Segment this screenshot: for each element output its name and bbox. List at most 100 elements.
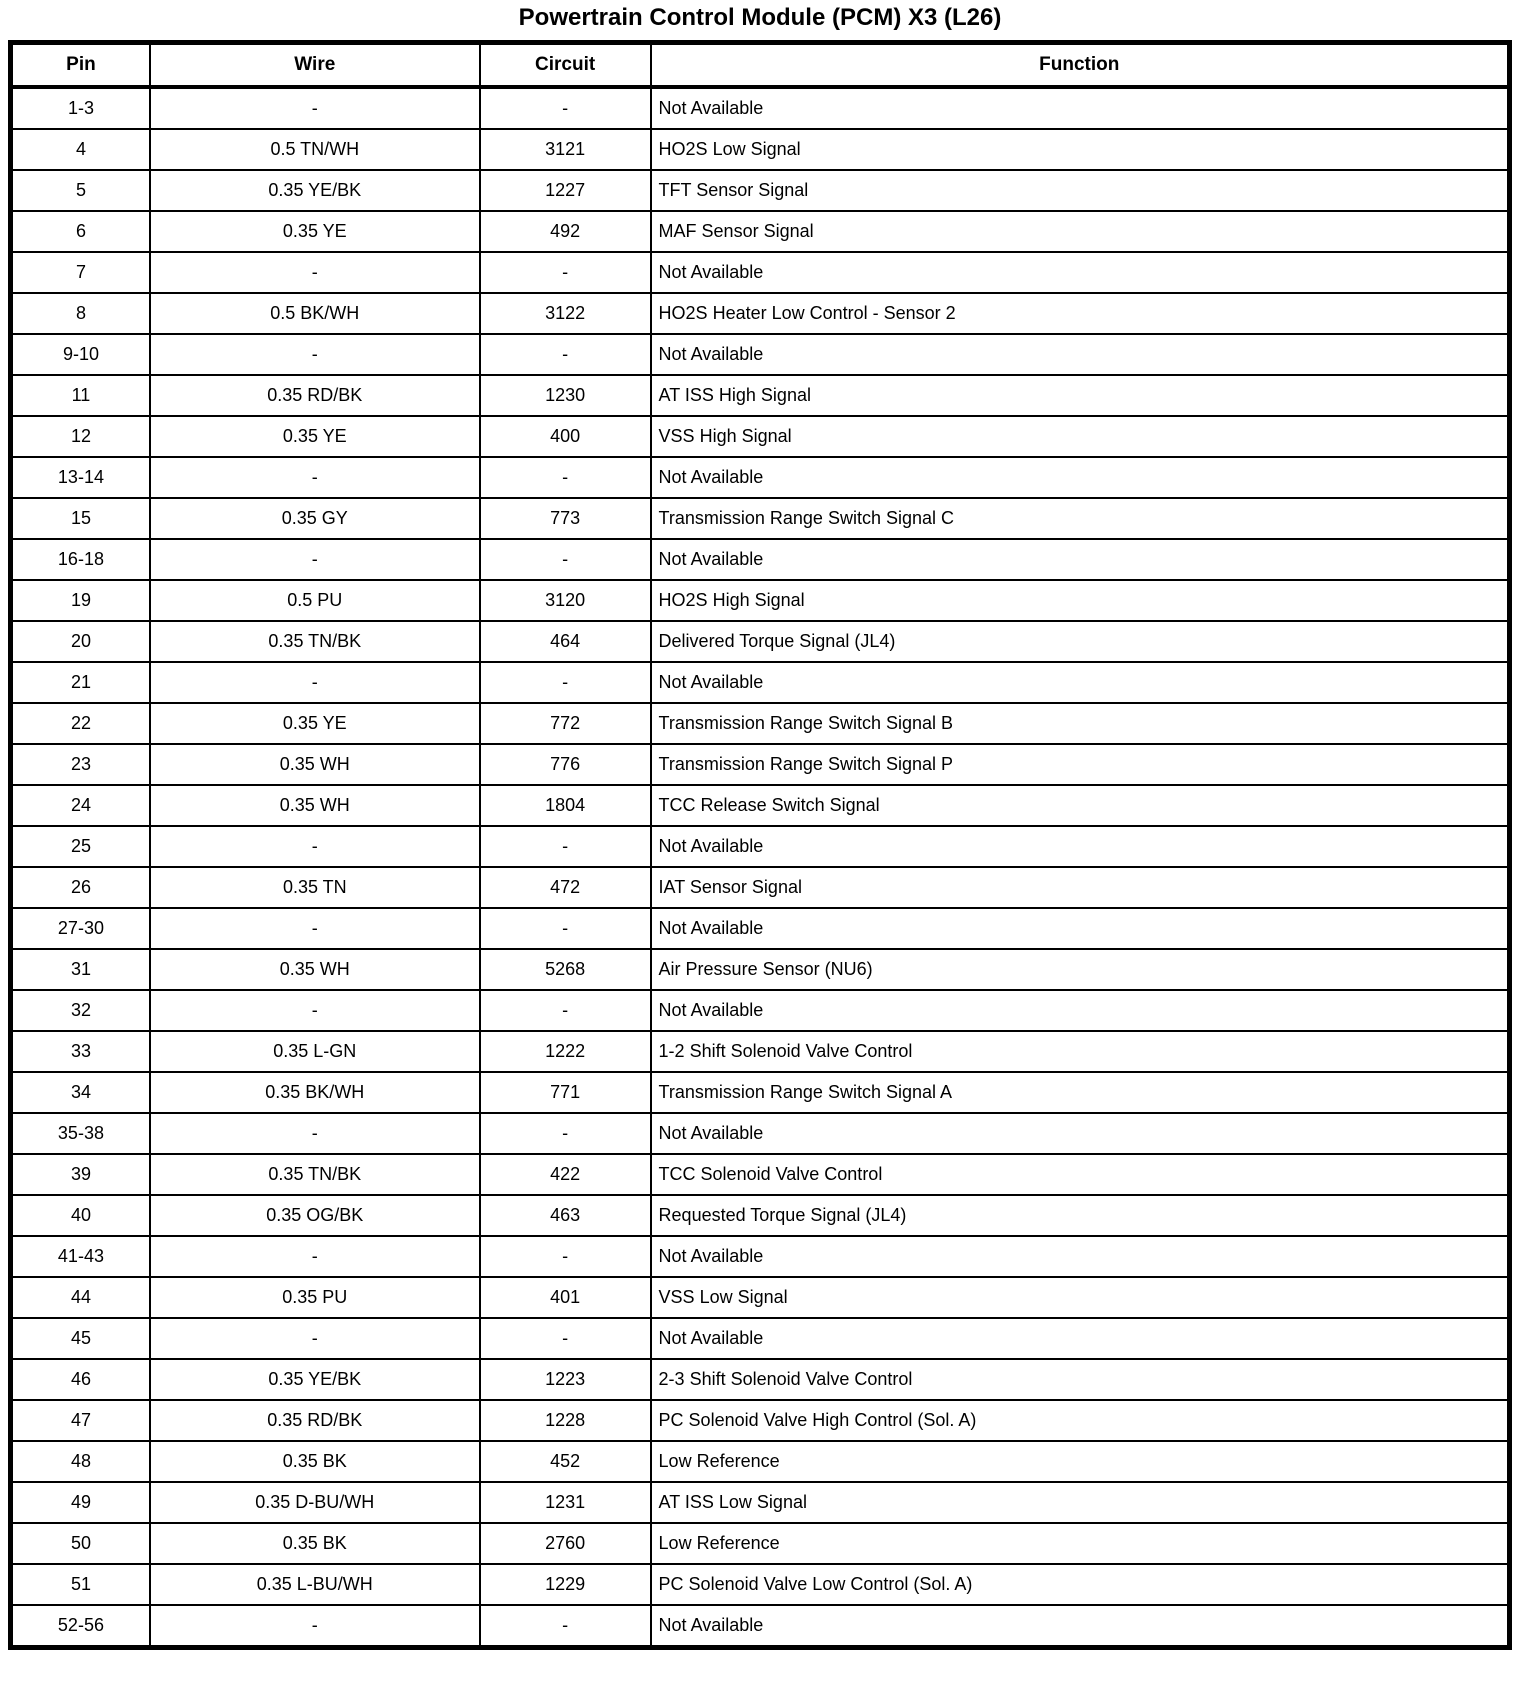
table-row: 31 0.35 WH 5268 Air Pressure Sensor (NU6) (9, 948, 1511, 991)
table-body: 1-3- - Not Available 4 0.5 TN/WH 3121 HO2S Low… (9, 86, 1511, 1649)
function-cell: Air Pressure Sensor (NU6) (649, 948, 1511, 991)
column-header-function: Function (649, 41, 1511, 89)
function-cell: 2-3 Shift Solenoid Valve Control (649, 1358, 1511, 1401)
circuit-cell: - (478, 1235, 652, 1278)
pin-cell: 24 (9, 784, 151, 827)
wire-cell: 0.35 PU (148, 1276, 481, 1319)
table-row: 44 0.35 PU 401 VSS Low Signal (9, 1276, 1511, 1319)
circuit-cell: - (478, 251, 652, 294)
wire-cell: - (148, 251, 481, 294)
pin-cell: 4 (9, 128, 151, 171)
pin-cell: 13-14 (9, 456, 151, 499)
table-row: 40 0.35 OG/BK 463 Requested Torque Signal (… (9, 1194, 1511, 1237)
table-row: 22 0.35 YE 772 Transmission Range Switch Si… (9, 702, 1511, 745)
function-cell: Low Reference (649, 1440, 1511, 1483)
wire-cell: 0.35 GY (148, 497, 481, 540)
function-cell: TCC Solenoid Valve Control (649, 1153, 1511, 1196)
table-row: 19 0.5 PU 3120 HO2S High Signal (9, 579, 1511, 622)
pin-cell: 48 (9, 1440, 151, 1483)
function-cell: Not Available (649, 907, 1511, 950)
pin-cell: 12 (9, 415, 151, 458)
function-cell: Not Available (649, 333, 1511, 376)
function-cell: Low Reference (649, 1522, 1511, 1565)
table-row: 47 0.35 RD/BK 1228 PC Solenoid Valve High C… (9, 1399, 1511, 1442)
wire-cell: - (148, 661, 481, 704)
function-cell: HO2S Low Signal (649, 128, 1511, 171)
circuit-cell: 1227 (478, 169, 652, 212)
table-row: 32- - Not Available (9, 989, 1511, 1032)
wire-cell: - (148, 989, 481, 1032)
pin-cell: 27-30 (9, 907, 151, 950)
pin-cell: 33 (9, 1030, 151, 1073)
circuit-cell: 773 (478, 497, 652, 540)
circuit-cell: 5268 (478, 948, 652, 991)
circuit-cell: 772 (478, 702, 652, 745)
circuit-cell: - (478, 825, 652, 868)
table-row: 26 0.35 TN 472 IAT Sensor Signal (9, 866, 1511, 909)
circuit-cell: 776 (478, 743, 652, 786)
pin-cell: 11 (9, 374, 151, 417)
table-row: 12 0.35 YE 400 VSS High Signal (9, 415, 1511, 458)
circuit-cell: 3121 (478, 128, 652, 171)
wire-cell: 0.35 WH (148, 743, 481, 786)
column-header-circuit: Circuit (478, 41, 652, 89)
wire-cell: - (148, 825, 481, 868)
wire-cell: - (148, 1604, 481, 1649)
circuit-cell: - (478, 456, 652, 499)
circuit-cell: 2760 (478, 1522, 652, 1565)
pin-cell: 21 (9, 661, 151, 704)
pin-cell: 44 (9, 1276, 151, 1319)
function-cell: Not Available (649, 1604, 1511, 1649)
function-cell: Not Available (649, 1235, 1511, 1278)
function-cell: Not Available (649, 1317, 1511, 1360)
wire-cell: 0.35 RD/BK (148, 374, 481, 417)
circuit-cell: - (478, 989, 652, 1032)
wire-cell: 0.35 BK/WH (148, 1071, 481, 1114)
table-row: 24 0.35 WH 1804 TCC Release Switch Signal (9, 784, 1511, 827)
circuit-cell: 472 (478, 866, 652, 909)
circuit-cell: 1222 (478, 1030, 652, 1073)
wire-cell: - (148, 538, 481, 581)
table-row: 1-3- - Not Available (9, 86, 1511, 130)
pin-cell: 6 (9, 210, 151, 253)
function-cell: Not Available (649, 661, 1511, 704)
wire-cell: 0.35 YE (148, 210, 481, 253)
pin-cell: 45 (9, 1317, 151, 1360)
circuit-cell: 3122 (478, 292, 652, 335)
table-row: 15 0.35 GY 773 Transmission Range Switch Si… (9, 497, 1511, 540)
table-row: 20 0.35 TN/BK 464 Delivered Torque Signal (… (9, 620, 1511, 663)
pin-cell: 7 (9, 251, 151, 294)
pin-cell: 16-18 (9, 538, 151, 581)
wire-cell: 0.35 BK (148, 1522, 481, 1565)
circuit-cell: - (478, 1112, 652, 1155)
wire-cell: - (148, 456, 481, 499)
table-row: 13-14- - Not Available (9, 456, 1511, 499)
circuit-cell: - (478, 86, 652, 130)
wire-cell: - (148, 907, 481, 950)
pin-cell: 51 (9, 1563, 151, 1606)
table-row: 48 0.35 BK 452 Low Reference (9, 1440, 1511, 1483)
pin-cell: 41-43 (9, 1235, 151, 1278)
pin-cell: 19 (9, 579, 151, 622)
table-row: 7- - Not Available (9, 251, 1511, 294)
table-row: 27-30- - Not Available (9, 907, 1511, 950)
function-cell: TFT Sensor Signal (649, 169, 1511, 212)
pin-cell: 32 (9, 989, 151, 1032)
pin-cell: 23 (9, 743, 151, 786)
circuit-cell: 771 (478, 1071, 652, 1114)
circuit-cell: 1228 (478, 1399, 652, 1442)
function-cell: Transmission Range Switch Signal C (649, 497, 1511, 540)
table-row: 23 0.35 WH 776 Transmission Range Switch Si… (9, 743, 1511, 786)
circuit-cell: 1229 (478, 1563, 652, 1606)
table-row: 34 0.35 BK/WH 771 Transmission Range Switch… (9, 1071, 1511, 1114)
table-row: 41-43- - Not Available (9, 1235, 1511, 1278)
wire-cell: 0.35 L-BU/WH (148, 1563, 481, 1606)
circuit-cell: - (478, 333, 652, 376)
wire-cell: - (148, 333, 481, 376)
wire-cell: 0.35 TN/BK (148, 620, 481, 663)
wire-cell: 0.35 YE (148, 415, 481, 458)
function-cell: AT ISS High Signal (649, 374, 1511, 417)
wire-cell: 0.35 TN (148, 866, 481, 909)
wire-cell: 0.5 TN/WH (148, 128, 481, 171)
table-row: 45- - Not Available (9, 1317, 1511, 1360)
